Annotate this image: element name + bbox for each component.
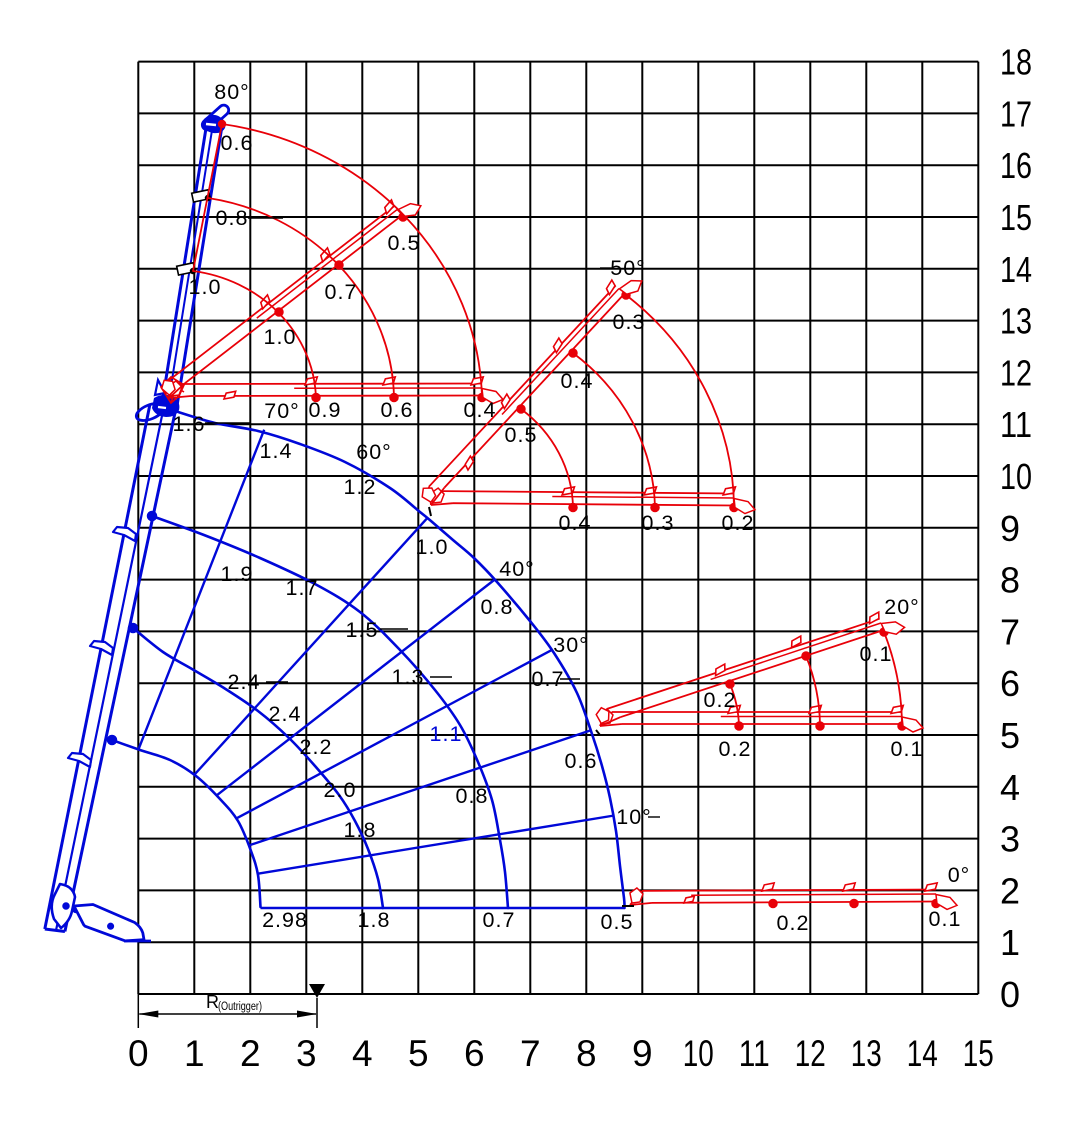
- svg-text:3: 3: [1000, 819, 1020, 860]
- svg-text:20°: 20°: [884, 595, 920, 619]
- svg-text:8: 8: [1000, 560, 1020, 601]
- svg-text:0.1: 0.1: [860, 642, 893, 666]
- svg-text:0.2: 0.2: [719, 737, 752, 761]
- svg-text:1.4: 1.4: [260, 439, 293, 463]
- svg-text:2.4: 2.4: [269, 702, 302, 726]
- svg-text:2: 2: [1000, 870, 1020, 911]
- svg-text:9: 9: [1000, 508, 1020, 549]
- svg-text:0.5: 0.5: [601, 910, 634, 934]
- svg-text:3: 3: [296, 1033, 317, 1074]
- svg-text:5: 5: [1000, 715, 1020, 756]
- svg-text:40°: 40°: [499, 557, 535, 581]
- svg-text:0.7: 0.7: [532, 667, 565, 691]
- svg-text:0.8: 0.8: [456, 784, 489, 808]
- svg-text:9: 9: [632, 1033, 653, 1074]
- svg-text:11: 11: [1000, 404, 1032, 445]
- svg-text:7: 7: [1000, 611, 1020, 652]
- svg-text:1.0: 1.0: [264, 325, 297, 349]
- svg-text:2.2: 2.2: [300, 735, 333, 759]
- svg-text:0.6: 0.6: [381, 398, 414, 422]
- svg-text:1.6: 1.6: [173, 412, 206, 436]
- svg-text:17: 17: [1000, 93, 1032, 134]
- svg-text:15: 15: [963, 1033, 994, 1074]
- svg-text:5: 5: [408, 1033, 429, 1074]
- svg-text:0.1: 0.1: [929, 907, 962, 931]
- svg-text:0.6: 0.6: [565, 749, 598, 773]
- svg-text:0.2: 0.2: [722, 511, 755, 535]
- svg-text:2: 2: [240, 1033, 261, 1074]
- svg-text:1.1: 1.1: [430, 722, 463, 746]
- svg-text:1: 1: [184, 1033, 205, 1074]
- svg-text:10°: 10°: [616, 805, 652, 829]
- svg-text:0.7: 0.7: [483, 908, 516, 932]
- svg-text:1.8: 1.8: [344, 818, 377, 842]
- svg-text:70°: 70°: [264, 399, 300, 423]
- svg-text:1.9: 1.9: [221, 562, 254, 586]
- svg-text:12: 12: [1000, 352, 1032, 393]
- svg-text:0.1: 0.1: [891, 737, 924, 761]
- svg-text:0.4: 0.4: [464, 398, 497, 422]
- svg-text:1.3: 1.3: [392, 665, 425, 689]
- svg-text:80°: 80°: [214, 80, 250, 104]
- svg-text:13: 13: [1000, 301, 1032, 342]
- svg-text:1.0: 1.0: [189, 275, 222, 299]
- svg-text:50°: 50°: [610, 256, 646, 280]
- svg-text:30°: 30°: [553, 633, 589, 657]
- svg-text:6: 6: [464, 1033, 485, 1074]
- svg-text:6: 6: [1000, 663, 1020, 704]
- svg-text:2.98: 2.98: [262, 908, 308, 932]
- svg-text:0.5: 0.5: [505, 423, 538, 447]
- svg-text:4: 4: [1000, 767, 1020, 808]
- svg-text:15: 15: [1000, 197, 1032, 238]
- svg-text:1: 1: [1000, 922, 1020, 963]
- svg-text:12: 12: [795, 1033, 826, 1074]
- svg-text:60°: 60°: [356, 440, 392, 464]
- svg-text:1.5: 1.5: [346, 618, 379, 642]
- svg-text:10: 10: [683, 1033, 714, 1074]
- svg-text:13: 13: [851, 1033, 882, 1074]
- svg-text:1.2: 1.2: [344, 475, 377, 499]
- svg-text:0.4: 0.4: [559, 511, 592, 535]
- svg-text:16: 16: [1000, 145, 1032, 186]
- svg-text:0: 0: [128, 1033, 149, 1074]
- svg-text:0.7: 0.7: [325, 280, 358, 304]
- svg-text:14: 14: [907, 1033, 938, 1074]
- svg-text:0.8: 0.8: [216, 206, 249, 230]
- svg-text:1.8: 1.8: [358, 908, 391, 932]
- svg-text:0°: 0°: [948, 863, 971, 887]
- svg-text:4: 4: [352, 1033, 373, 1074]
- svg-text:R: R: [206, 992, 219, 1012]
- svg-text:0.8: 0.8: [481, 595, 514, 619]
- svg-text:8: 8: [576, 1033, 597, 1074]
- svg-text:2.0: 2.0: [324, 778, 357, 802]
- svg-text:18: 18: [1000, 42, 1032, 83]
- svg-text:0: 0: [1000, 974, 1020, 1015]
- svg-text:(Outrigger): (Outrigger): [218, 1001, 262, 1013]
- svg-text:14: 14: [1000, 249, 1032, 290]
- svg-text:0.2: 0.2: [704, 688, 737, 712]
- svg-text:2.4: 2.4: [228, 670, 261, 694]
- svg-text:11: 11: [739, 1033, 770, 1074]
- svg-text:0.4: 0.4: [561, 369, 594, 393]
- svg-text:0.3: 0.3: [613, 310, 646, 334]
- svg-text:0.9: 0.9: [309, 398, 342, 422]
- svg-text:0.2: 0.2: [777, 911, 810, 935]
- svg-text:0.5: 0.5: [388, 231, 421, 255]
- svg-text:10: 10: [1000, 456, 1032, 497]
- svg-text:1.7: 1.7: [286, 576, 319, 600]
- svg-text:0.3: 0.3: [642, 511, 675, 535]
- svg-text:1.0: 1.0: [416, 535, 449, 559]
- svg-text:7: 7: [520, 1033, 541, 1074]
- svg-text:0.6: 0.6: [221, 131, 254, 155]
